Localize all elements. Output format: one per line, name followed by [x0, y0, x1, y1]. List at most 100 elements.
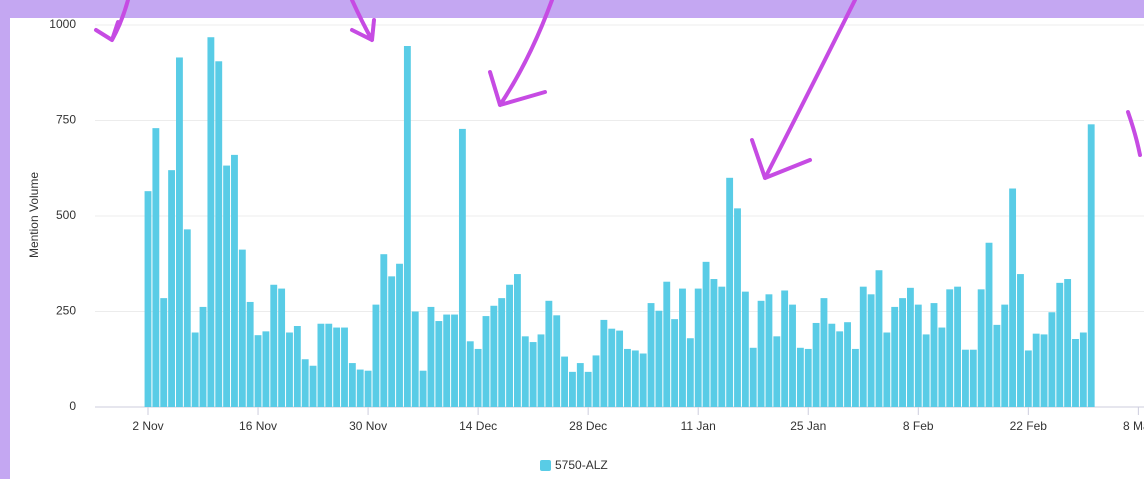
bar: [483, 316, 490, 407]
bar: [813, 323, 820, 407]
bar: [498, 298, 505, 407]
bar: [451, 315, 458, 407]
bar: [380, 254, 387, 407]
y-tick-label: 1000: [49, 17, 76, 31]
bar: [365, 371, 372, 407]
bar: [1064, 279, 1071, 407]
bar: [184, 229, 191, 407]
bar: [239, 250, 246, 407]
bar: [828, 324, 835, 407]
bar: [553, 315, 560, 407]
bar: [1056, 283, 1063, 407]
bar: [1048, 312, 1055, 407]
bar: [860, 287, 867, 407]
bar: [459, 129, 466, 407]
bar: [970, 350, 977, 407]
bar: [986, 243, 993, 407]
bar: [758, 301, 765, 407]
bar: [600, 320, 607, 407]
bar: [891, 307, 898, 407]
bar: [530, 342, 537, 407]
bar: [294, 326, 301, 407]
bar: [317, 324, 324, 407]
bar: [1088, 124, 1095, 407]
bar: [404, 46, 411, 407]
bar: [522, 336, 529, 407]
bar: [160, 298, 167, 407]
bar: [152, 128, 159, 407]
bar: [388, 276, 395, 407]
y-tick-label: 750: [56, 113, 76, 127]
bar: [938, 328, 945, 407]
bar: [844, 322, 851, 407]
bar: [200, 307, 207, 407]
bar: [341, 328, 348, 407]
bar: [852, 349, 859, 407]
bar: [766, 294, 773, 407]
bar: [931, 303, 938, 407]
bar: [781, 290, 788, 407]
bar: [490, 306, 497, 407]
bar: [475, 349, 482, 407]
bar: [687, 338, 694, 407]
bar: [1017, 274, 1024, 407]
bar: [302, 359, 309, 407]
x-tick-label: 28 Dec: [569, 419, 607, 433]
bar: [962, 350, 969, 407]
bar: [710, 279, 717, 407]
bar: [168, 170, 175, 407]
bar: [876, 270, 883, 407]
bar: [1033, 334, 1040, 407]
bar: [278, 289, 285, 407]
bar: [538, 334, 545, 407]
bar: [545, 301, 552, 407]
bar: [718, 287, 725, 407]
bar: [325, 324, 332, 407]
bar: [435, 321, 442, 407]
bar: [145, 191, 152, 407]
x-tick-label: 8 Feb: [903, 419, 934, 433]
bar: [655, 311, 662, 407]
bar: [703, 262, 710, 407]
bar: [569, 372, 576, 407]
legend-swatch: [540, 460, 551, 471]
bar: [868, 294, 875, 407]
bar: [695, 289, 702, 407]
bar: [663, 282, 670, 407]
bar: [357, 370, 364, 407]
y-axis-label: Mention Volume: [27, 172, 41, 258]
bar: [255, 335, 262, 407]
bar: [428, 307, 435, 407]
bar: [954, 287, 961, 407]
bar: [1072, 339, 1079, 407]
bar: [836, 331, 843, 407]
bar: [679, 289, 686, 407]
bar: [805, 349, 812, 407]
bar: [993, 325, 1000, 407]
bar: [1009, 188, 1016, 407]
x-tick-label: 14 Dec: [459, 419, 497, 433]
bar: [577, 363, 584, 407]
x-tick-label: 2 Nov: [132, 419, 163, 433]
bar: [349, 363, 356, 407]
bar: [396, 264, 403, 407]
bar: [1001, 305, 1008, 407]
x-tick-label: 16 Nov: [239, 419, 277, 433]
bar: [742, 292, 749, 407]
x-tick-label: 8 Mar: [1123, 419, 1144, 433]
x-tick-label: 22 Feb: [1010, 419, 1048, 433]
bar: [207, 37, 214, 407]
bar: [750, 348, 757, 407]
bar: [789, 305, 796, 407]
bar: [176, 57, 183, 407]
bar: [1025, 350, 1032, 407]
bar: [1041, 334, 1048, 407]
bar: [467, 341, 474, 407]
bar: [373, 305, 380, 407]
bar: [561, 357, 568, 407]
legend-label: 5750-ALZ: [555, 458, 608, 472]
bar: [270, 285, 277, 407]
bar: [946, 289, 953, 407]
x-tick-label: 11 Jan: [681, 419, 716, 433]
bar: [593, 355, 600, 407]
